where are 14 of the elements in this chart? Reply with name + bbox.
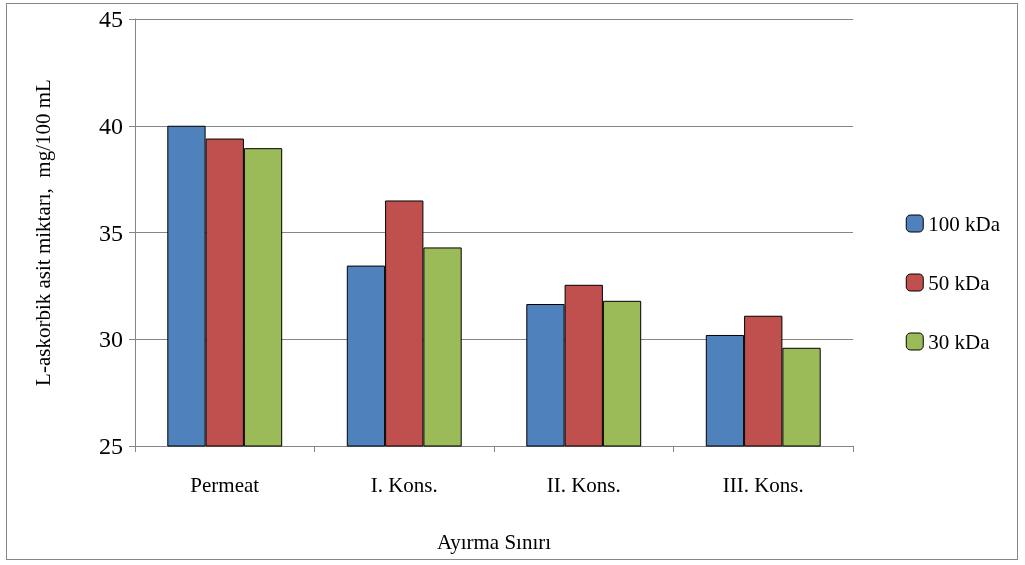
x-tick-label: I. Kons. [370,472,438,497]
x-tick-label: II. Kons. [546,472,621,497]
legend-label: 100 kDa [928,211,1001,236]
x-tick-label: Permeat [190,472,260,497]
y-tick-label: 25 [99,433,123,459]
y-tick-label: 40 [99,112,123,139]
x-tick-label: III. Kons. [722,472,804,497]
y-axis-title: L-askorbik asit miktarı, mg/100 mL [30,79,55,386]
x-axis-title: Ayırma Sınırı [436,529,552,554]
legend-label: 50 kDa [928,270,991,295]
y-tick-label: 30 [99,326,123,353]
legend-label: 30 kDa [928,329,991,354]
y-tick-label: 45 [99,6,123,32]
y-tick-label: 35 [99,219,123,246]
